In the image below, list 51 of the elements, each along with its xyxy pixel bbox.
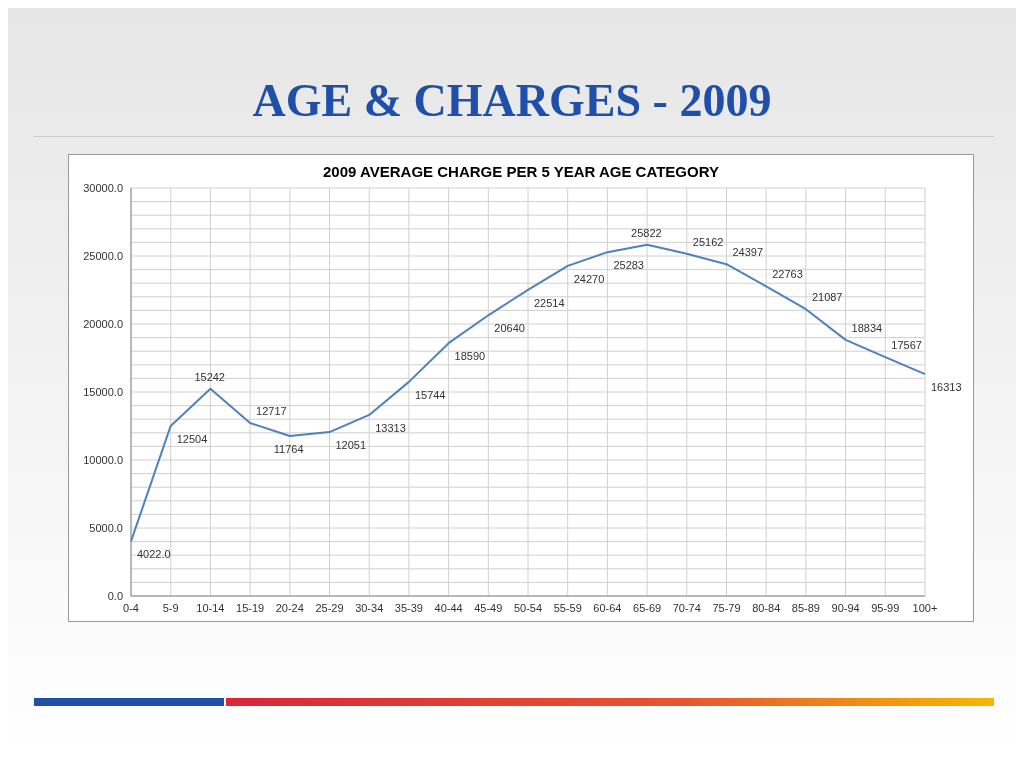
y-tick-label: 25000.0 xyxy=(83,249,123,262)
data-label: 22514 xyxy=(534,296,565,309)
x-tick-label: 45-49 xyxy=(474,601,503,614)
x-tick-label: 80-84 xyxy=(752,601,781,614)
chart-subtitle: 2009 AVERAGE CHARGE PER 5 YEAR AGE CATEGORY xyxy=(322,163,720,180)
data-label: 13313 xyxy=(375,421,406,434)
x-tick-label: 75-79 xyxy=(712,601,741,614)
data-label: 15744 xyxy=(414,388,446,401)
data-label: 21087 xyxy=(811,291,843,304)
data-label: 4022.0 xyxy=(137,548,171,561)
data-label: 16313 xyxy=(931,381,962,394)
x-tick-label: 70-74 xyxy=(672,601,701,614)
x-tick-label: 5-9 xyxy=(162,601,179,614)
y-tick-label: 0.0 xyxy=(107,589,123,602)
x-tick-label: 60-64 xyxy=(593,601,622,614)
data-label: 18590 xyxy=(454,350,486,363)
y-tick-label: 15000.0 xyxy=(83,385,123,398)
x-tick-label: 25-29 xyxy=(315,601,344,614)
x-tick-label: 10-14 xyxy=(196,601,225,614)
x-tick-label: 20-24 xyxy=(275,601,304,614)
data-label: 12051 xyxy=(335,439,367,452)
data-label: 17567 xyxy=(891,339,922,352)
chart-title: AGE & CHARGES - 2009 xyxy=(251,74,773,127)
data-label: 24397 xyxy=(732,246,764,259)
data-label: 25162 xyxy=(692,235,724,248)
data-label: 12504 xyxy=(176,432,208,445)
data-label: 15242 xyxy=(194,370,225,383)
x-tick-label: 40-44 xyxy=(434,601,463,614)
data-label: 11764 xyxy=(273,443,304,456)
x-tick-label: 85-89 xyxy=(791,601,820,614)
data-label: 18834 xyxy=(851,321,883,334)
x-tick-label: 55-59 xyxy=(553,601,582,614)
data-label: 25822 xyxy=(631,226,662,239)
x-tick-label: 30-34 xyxy=(355,601,384,614)
x-tick-label: 65-69 xyxy=(633,601,662,614)
y-tick-label: 20000.0 xyxy=(83,317,123,330)
data-label: 20640 xyxy=(494,322,525,335)
y-tick-label: 10000.0 xyxy=(83,453,123,466)
x-tick-label: 100+ xyxy=(912,601,938,614)
x-tick-label: 15-19 xyxy=(236,601,265,614)
data-label: 25283 xyxy=(613,259,644,272)
y-tick-label: 5000.0 xyxy=(89,521,123,534)
x-tick-label: 35-39 xyxy=(394,601,423,614)
data-label: 12717 xyxy=(256,405,287,418)
x-tick-label: 95-99 xyxy=(871,601,900,614)
x-tick-label: 0-4 xyxy=(123,601,139,614)
x-tick-label: 50-54 xyxy=(513,601,543,614)
y-tick-label: 30000.0 xyxy=(83,181,123,194)
data-label: 22763 xyxy=(772,268,803,281)
x-tick-label: 90-94 xyxy=(831,601,860,614)
data-label: 24270 xyxy=(573,272,605,285)
